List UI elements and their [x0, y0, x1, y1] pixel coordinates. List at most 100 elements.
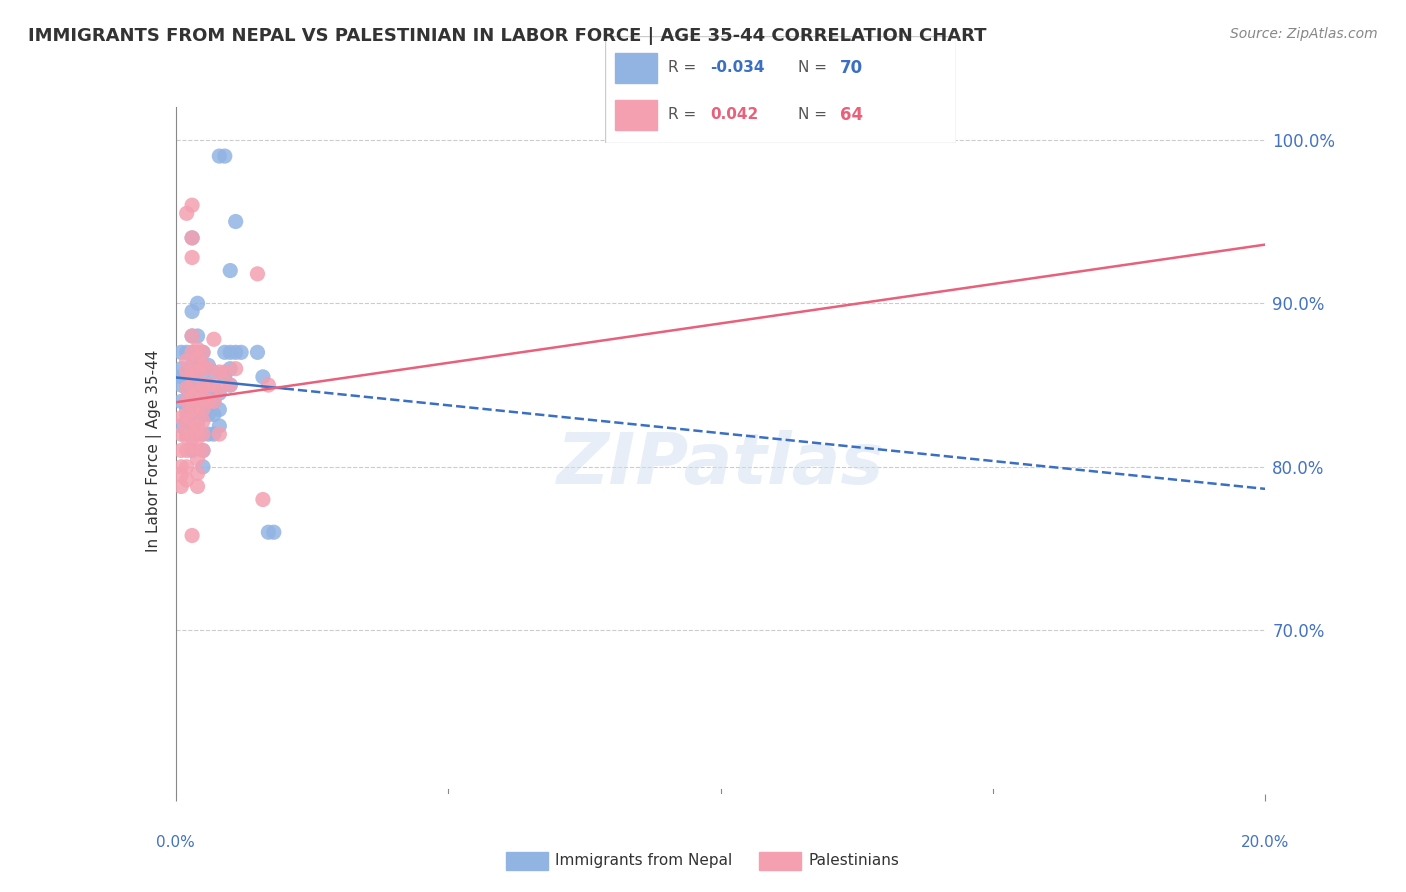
Point — [170, 459, 193, 474]
Point — [197, 427, 219, 442]
Point — [186, 329, 209, 343]
Text: 0.0%: 0.0% — [156, 835, 195, 850]
Point — [176, 345, 198, 359]
Point — [219, 378, 242, 392]
Point — [186, 479, 209, 493]
Point — [181, 345, 204, 359]
Bar — [616, 100, 657, 130]
Point — [176, 206, 198, 220]
Point — [214, 345, 236, 359]
Point — [181, 427, 204, 442]
Point — [186, 378, 209, 392]
Point — [181, 359, 204, 373]
Point — [246, 345, 269, 359]
Point — [197, 394, 219, 409]
Text: ZIPatlas: ZIPatlas — [557, 430, 884, 499]
Bar — [506, 852, 548, 870]
Point — [202, 394, 225, 409]
Point — [170, 410, 193, 425]
Point — [176, 353, 198, 368]
Point — [191, 443, 214, 458]
Point — [208, 365, 231, 379]
Point — [231, 345, 253, 359]
Point — [181, 427, 204, 442]
Point — [181, 528, 204, 542]
Point — [186, 386, 209, 401]
Point — [181, 329, 204, 343]
Point — [191, 359, 214, 373]
Point — [176, 427, 198, 442]
Point — [191, 391, 214, 405]
Point — [191, 365, 214, 379]
Point — [176, 394, 198, 409]
Point — [197, 361, 219, 376]
Point — [181, 443, 204, 458]
Point — [186, 345, 209, 359]
Point — [170, 479, 193, 493]
Point — [186, 365, 209, 379]
Point — [208, 149, 231, 163]
Point — [181, 231, 204, 245]
FancyBboxPatch shape — [605, 36, 956, 143]
Point — [214, 365, 236, 379]
Point — [181, 402, 204, 417]
Point — [191, 408, 214, 422]
Point — [176, 365, 198, 379]
Text: 0.042: 0.042 — [710, 107, 758, 122]
Point — [257, 378, 280, 392]
Point — [181, 198, 204, 212]
Point — [225, 345, 247, 359]
Point — [181, 231, 204, 245]
Text: Palestinians: Palestinians — [808, 854, 900, 868]
Point — [186, 402, 209, 417]
Point — [186, 451, 209, 466]
Point — [186, 467, 209, 481]
Point — [176, 381, 198, 395]
Point — [181, 378, 204, 392]
Text: R =: R = — [668, 61, 702, 75]
Point — [181, 329, 204, 343]
Point — [186, 296, 209, 310]
Point — [170, 443, 193, 458]
Point — [170, 345, 193, 359]
Point — [186, 353, 209, 368]
Point — [176, 459, 198, 474]
Text: Immigrants from Nepal: Immigrants from Nepal — [555, 854, 733, 868]
Point — [202, 394, 225, 409]
Point — [176, 443, 198, 458]
Point — [191, 345, 214, 359]
Point — [191, 427, 214, 442]
Point — [225, 361, 247, 376]
Point — [170, 378, 193, 392]
Point — [186, 342, 209, 356]
Point — [208, 381, 231, 395]
Point — [181, 394, 204, 409]
Point — [176, 408, 198, 422]
Point — [197, 378, 219, 392]
Point — [252, 492, 274, 507]
Point — [246, 267, 269, 281]
Point — [170, 369, 193, 384]
Point — [181, 414, 204, 428]
Point — [191, 381, 214, 395]
Point — [191, 427, 214, 442]
Point — [191, 459, 214, 474]
Point — [181, 391, 204, 405]
Point — [208, 418, 231, 433]
Text: 64: 64 — [841, 106, 863, 124]
Point — [263, 525, 285, 540]
Point — [202, 427, 225, 442]
Point — [186, 361, 209, 376]
Text: Source: ZipAtlas.com: Source: ZipAtlas.com — [1230, 27, 1378, 41]
Point — [214, 149, 236, 163]
Point — [170, 394, 193, 409]
Point — [202, 365, 225, 379]
Point — [202, 332, 225, 346]
Point — [181, 365, 204, 379]
Point — [197, 378, 219, 392]
Text: IMMIGRANTS FROM NEPAL VS PALESTINIAN IN LABOR FORCE | AGE 35-44 CORRELATION CHAR: IMMIGRANTS FROM NEPAL VS PALESTINIAN IN … — [28, 27, 987, 45]
Point — [202, 378, 225, 392]
Point — [225, 214, 247, 228]
Text: 20.0%: 20.0% — [1241, 835, 1289, 850]
Point — [181, 440, 204, 454]
